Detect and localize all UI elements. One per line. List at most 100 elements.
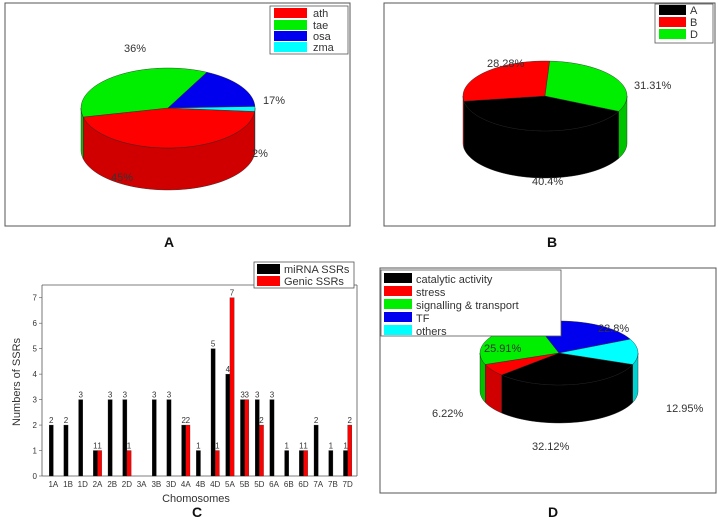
bar-mirna-7A [313, 424, 319, 477]
legend-a: ath tae osa zma [269, 5, 349, 55]
bar-genic-7D [347, 424, 352, 477]
bar-mirna-2B [107, 399, 113, 477]
panel-d: catalytic activity stress signalling & t… [379, 267, 717, 494]
bar-genic-5A [229, 297, 235, 477]
x-tick-label: 7D [343, 480, 353, 489]
x-tick-label: 1B [63, 480, 73, 489]
pie-d-label-signalling: 25.91% [484, 343, 522, 355]
bar-value-label: 1 [97, 442, 102, 451]
catalytic-activity-slice [501, 352, 634, 386]
legend-c-mirna: miRNA SSRs [284, 264, 350, 276]
legend-d-stress: stress [416, 287, 446, 299]
x-tick-label: 4B [196, 480, 206, 489]
x-tick-label: 2D [122, 480, 132, 489]
legend-a-swatch-zma [274, 42, 307, 52]
y-tick-label: 7 [33, 294, 38, 303]
y-tick-label: 4 [33, 370, 38, 379]
bar-value-label: 1 [284, 442, 289, 451]
x-tick-label: 7B [328, 480, 338, 489]
x-tick-label: 4D [210, 480, 220, 489]
x-tick-label: 2A [93, 480, 103, 489]
bar-mirna-6D [299, 450, 304, 477]
x-tick-label: 7A [313, 480, 323, 489]
bar-value-label: 3 [240, 391, 245, 400]
bar-genic-4A [185, 424, 191, 477]
panel-a: ath tae osa zma 36% 17% 2% 45% [4, 2, 351, 227]
pie-d-label-catalytic: 32.12% [532, 441, 570, 453]
bar-value-label: 2 [259, 416, 264, 425]
bar-mirna-5D [255, 399, 260, 477]
legend-d-swatch-catalytic [384, 273, 412, 283]
x-tick-label: 5D [254, 480, 264, 489]
x-tick-label: 2B [107, 480, 117, 489]
legend-b-a: A [690, 5, 698, 17]
bar-genic-6D [303, 450, 308, 477]
bar-value-label: 3 [123, 391, 128, 400]
bar-value-label: 1 [215, 442, 220, 451]
bar-mirna-2A [93, 450, 98, 477]
bar-value-label: 2 [314, 416, 319, 425]
bar-value-label: 1 [196, 442, 201, 451]
pie-d-label-stress: 6.22% [432, 408, 463, 420]
bar-value-label: 1 [329, 442, 334, 451]
bar-mirna-5B [240, 399, 245, 477]
b-slice [462, 60, 550, 102]
bar-mirna-4D [210, 348, 216, 477]
panel-d-frame [379, 267, 717, 494]
x-tick-label: 6B [284, 480, 294, 489]
legend-a-tae: tae [313, 20, 328, 32]
b-side [462, 95, 465, 149]
bar-value-label: 3 [78, 391, 83, 400]
bar-value-label: 2 [64, 416, 69, 425]
legend-a-swatch-osa [274, 31, 307, 41]
stress-slice [484, 352, 560, 376]
legend-a-zma: zma [313, 42, 335, 54]
legend-d: catalytic activity stress signalling & t… [380, 269, 562, 338]
bar-mirna-1B [63, 424, 69, 477]
legend-b-swatch-b [659, 17, 686, 27]
bar-value-label: 3 [255, 391, 260, 400]
legend-a-swatch-ath [274, 8, 307, 18]
x-tick-label: 4A [181, 480, 191, 489]
bar-mirna-5A [225, 373, 231, 477]
legend-b-swatch-a [659, 5, 686, 15]
x-tick-label: 5B [240, 480, 250, 489]
bar-genic-4D [215, 450, 220, 477]
legend-d-swatch-stress [384, 286, 412, 296]
bar-value-label: 1 [93, 442, 98, 451]
bar-mirna-1A [49, 424, 54, 477]
bar-mirna-6B [284, 450, 289, 477]
osa-slice [167, 72, 256, 109]
bar-value-label: 2 [348, 416, 353, 425]
bar-value-label: 1 [343, 442, 348, 451]
zma-slice [167, 106, 256, 112]
x-tick-label: 5A [225, 480, 235, 489]
panel-label-b: B [547, 234, 557, 250]
legend-a-swatch-tae [274, 20, 307, 30]
y-tick-label: 0 [33, 472, 38, 481]
axis-c-xlabel: Chomosomes [162, 493, 230, 505]
legend-c: miRNA SSRs Genic SSRs [253, 261, 355, 289]
pie-d-label-others: 12.95% [666, 403, 704, 415]
legend-b-b: B [690, 17, 697, 29]
legend-d-swatch-others [384, 325, 412, 335]
pie-a-label-tae: 36% [124, 43, 146, 55]
pie-d-label-tf: 22.8% [598, 323, 629, 335]
y-tick-label: 1 [33, 447, 38, 456]
legend-d-others: others [416, 326, 447, 338]
bar-value-label: 2 [49, 416, 54, 425]
x-tick-label: 3A [137, 480, 147, 489]
y-tick-label: 3 [33, 396, 38, 405]
panel-b: A B D 28.28% 31.31% 40.4% [383, 2, 716, 227]
pie-b-label-a: 40.4% [532, 176, 563, 188]
bar-mirna-7D [343, 450, 348, 477]
axis-c-ylabel: Numbers of SSRs [11, 337, 23, 426]
bar-value-label: 1 [127, 442, 132, 451]
ath-slice [82, 107, 255, 149]
legend-a-osa: osa [313, 31, 332, 43]
x-tick-label: 3B [151, 480, 161, 489]
panel-label-c: C [192, 504, 202, 517]
bar-value-label: 2 [181, 416, 186, 425]
legend-b: A B D [654, 3, 714, 44]
